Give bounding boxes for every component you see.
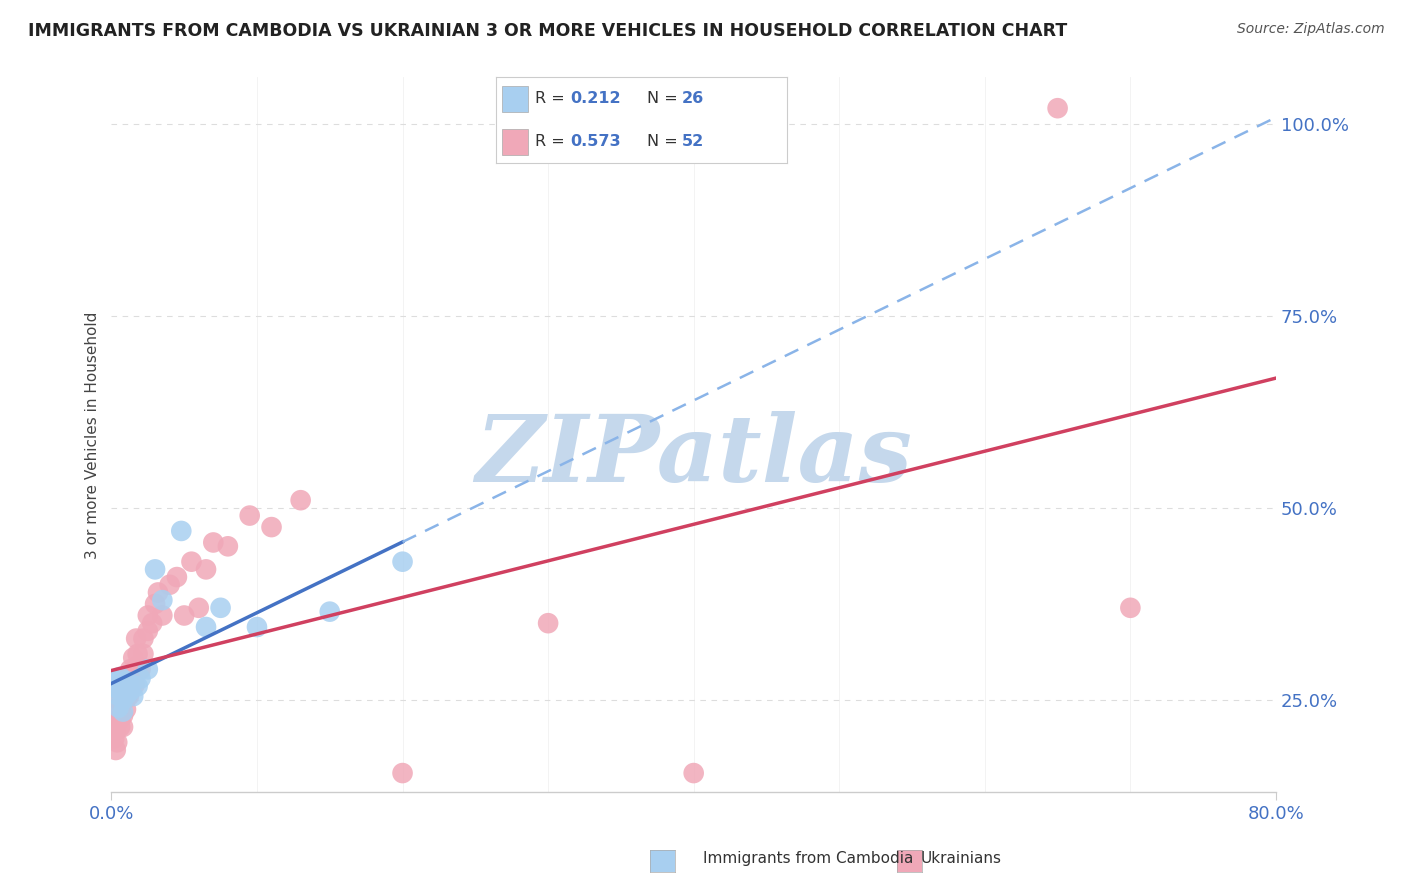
Point	[103, 731, 125, 746]
Point	[105, 716, 128, 731]
Point	[166, 570, 188, 584]
Y-axis label: 3 or more Vehicles in Household: 3 or more Vehicles in Household	[86, 311, 100, 558]
Point	[114, 681, 136, 696]
Point	[209, 600, 232, 615]
Point	[136, 624, 159, 638]
Point	[1119, 600, 1142, 615]
Point	[682, 766, 704, 780]
Text: Source: ZipAtlas.com: Source: ZipAtlas.com	[1237, 22, 1385, 37]
Point	[107, 700, 129, 714]
Point	[143, 562, 166, 576]
Point	[120, 681, 142, 696]
Point	[118, 676, 141, 690]
Point	[260, 520, 283, 534]
Point	[108, 670, 131, 684]
Point	[105, 735, 128, 749]
Point	[117, 689, 139, 703]
Text: Immigrants from Cambodia: Immigrants from Cambodia	[703, 851, 914, 865]
Point	[112, 693, 135, 707]
Point	[120, 683, 142, 698]
Point	[136, 662, 159, 676]
Point	[125, 632, 148, 646]
Point	[391, 555, 413, 569]
Point	[195, 620, 218, 634]
Point	[129, 662, 152, 676]
Point	[187, 600, 209, 615]
Point	[141, 616, 163, 631]
Point	[108, 678, 131, 692]
Point	[107, 705, 129, 719]
Point	[127, 647, 149, 661]
Text: Ukrainians: Ukrainians	[921, 851, 1002, 865]
Point	[159, 578, 181, 592]
Point	[180, 555, 202, 569]
Point	[150, 608, 173, 623]
Point	[146, 585, 169, 599]
Point	[108, 720, 131, 734]
Point	[124, 678, 146, 692]
Point	[150, 593, 173, 607]
Point	[319, 605, 342, 619]
Point	[117, 687, 139, 701]
Point	[110, 685, 132, 699]
Point	[112, 705, 135, 719]
Point	[290, 493, 312, 508]
Point	[105, 681, 128, 696]
Point	[239, 508, 262, 523]
Point	[246, 620, 269, 634]
Point	[107, 693, 129, 707]
Point	[112, 708, 135, 723]
Point	[143, 597, 166, 611]
Point	[115, 685, 138, 699]
Point	[110, 697, 132, 711]
Point	[107, 689, 129, 703]
Point	[173, 608, 195, 623]
Point	[132, 647, 155, 661]
Point	[114, 678, 136, 692]
Point	[118, 670, 141, 684]
Point	[104, 743, 127, 757]
Text: ZIPatlas: ZIPatlas	[475, 411, 912, 501]
Point	[110, 685, 132, 699]
Point	[108, 712, 131, 726]
Point	[114, 693, 136, 707]
Point	[104, 723, 127, 738]
Point	[136, 608, 159, 623]
Point	[112, 720, 135, 734]
Point	[391, 766, 413, 780]
Point	[120, 662, 142, 676]
Point	[1046, 101, 1069, 115]
Text: IMMIGRANTS FROM CAMBODIA VS UKRAINIAN 3 OR MORE VEHICLES IN HOUSEHOLD CORRELATIO: IMMIGRANTS FROM CAMBODIA VS UKRAINIAN 3 …	[28, 22, 1067, 40]
Point	[104, 673, 127, 688]
Point	[115, 702, 138, 716]
Point	[195, 562, 218, 576]
Point	[202, 535, 225, 549]
Point	[170, 524, 193, 538]
Point	[129, 672, 152, 686]
Point	[122, 650, 145, 665]
Point	[132, 632, 155, 646]
Point	[537, 616, 560, 631]
Point	[122, 689, 145, 703]
Point	[127, 679, 149, 693]
Point	[217, 539, 239, 553]
Point	[115, 673, 138, 688]
Point	[127, 658, 149, 673]
Point	[118, 689, 141, 703]
